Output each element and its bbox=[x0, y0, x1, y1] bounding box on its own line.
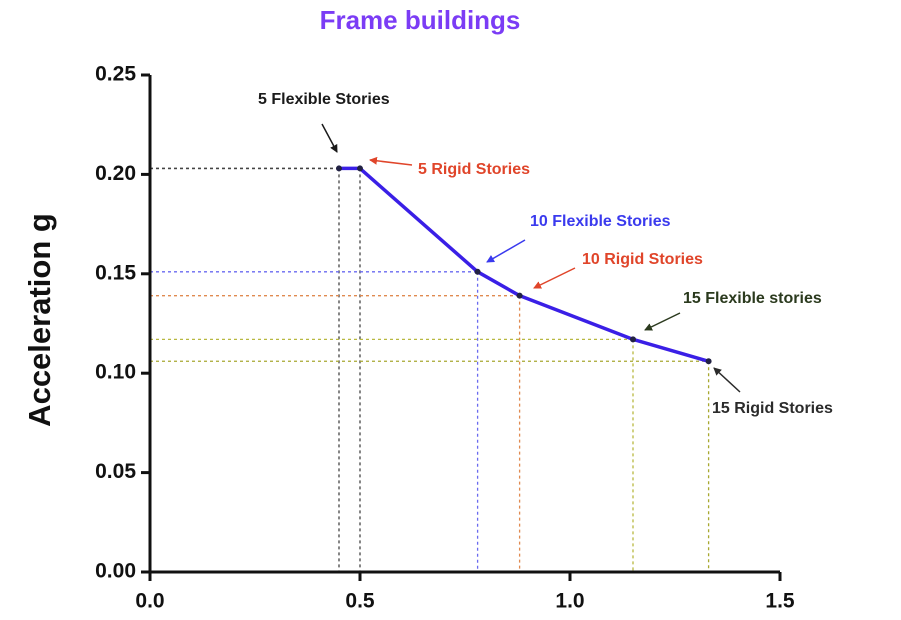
data-point bbox=[630, 336, 636, 343]
x-tick-label: 1.5 bbox=[765, 590, 795, 613]
annotation-arrow bbox=[369, 156, 413, 166]
annotation-label: 5 Flexible Stories bbox=[258, 91, 390, 108]
x-tick-label: 1.0 bbox=[555, 590, 584, 613]
annotation-label: 15 Rigid Stories bbox=[712, 400, 833, 417]
annotation-arrow bbox=[644, 312, 681, 331]
y-tick-label: 0.20 bbox=[95, 162, 136, 185]
annotation-arrow bbox=[321, 123, 338, 153]
data-line bbox=[339, 166, 710, 363]
x-tick-label: 0.5 bbox=[345, 590, 375, 613]
data-point bbox=[474, 268, 481, 275]
data-point bbox=[516, 292, 523, 299]
chart-title: Frame buildings bbox=[320, 5, 521, 35]
annotation-label: 10 Flexible Stories bbox=[530, 213, 671, 230]
y-tick-label: 0.25 bbox=[95, 63, 136, 86]
y-tick-label: 0.15 bbox=[95, 261, 136, 284]
annotation-label: 15 Flexible stories bbox=[683, 290, 822, 307]
y-tick-label: 0.00 bbox=[95, 560, 136, 583]
y-axis-label: Acceleration g bbox=[22, 213, 57, 427]
annotation-arrow bbox=[486, 239, 526, 263]
x-tick-label: 0.0 bbox=[135, 590, 164, 613]
annotation-label: 10 Rigid Stories bbox=[582, 251, 703, 268]
data-point bbox=[357, 165, 363, 172]
annotation-arrow bbox=[533, 267, 576, 289]
annotation-label: 5 Rigid Stories bbox=[418, 161, 530, 178]
data-point bbox=[705, 358, 712, 365]
data-point bbox=[336, 165, 342, 172]
y-tick-label: 0.10 bbox=[95, 361, 136, 384]
y-tick-label: 0.05 bbox=[95, 460, 136, 483]
annotation-arrow bbox=[713, 367, 741, 393]
